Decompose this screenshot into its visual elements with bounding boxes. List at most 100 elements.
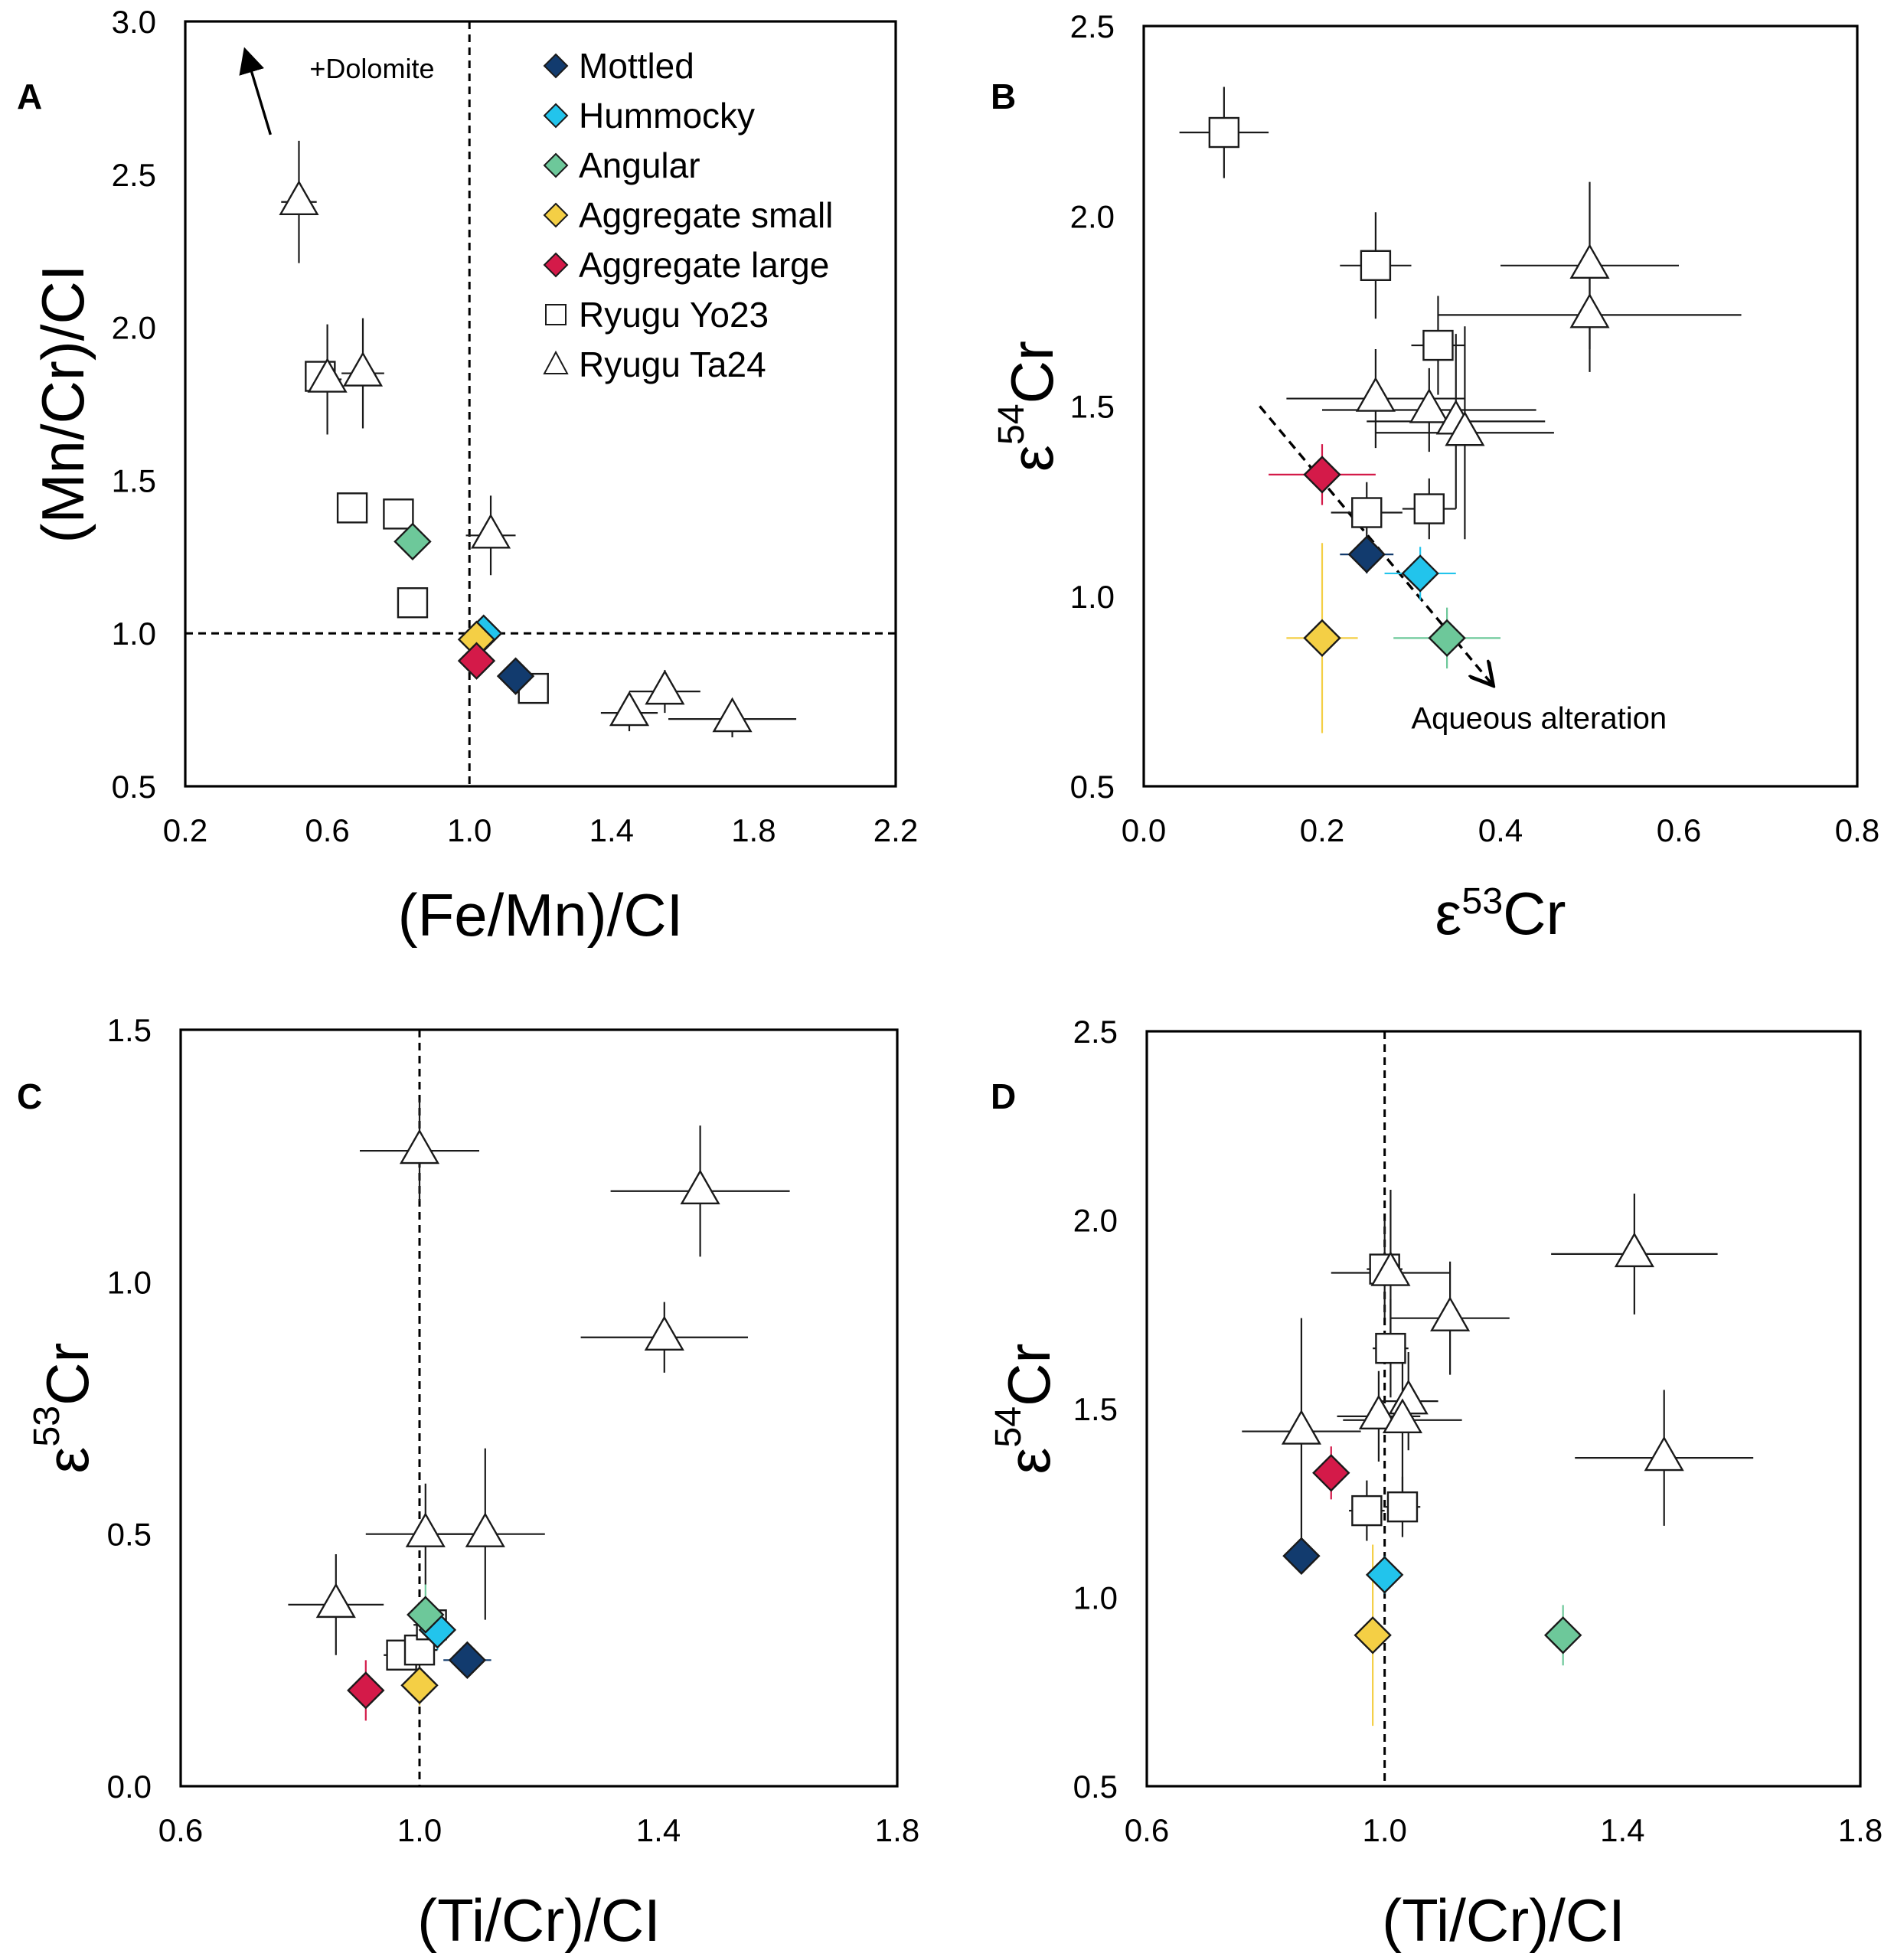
series-mottled xyxy=(448,1641,487,1680)
x-tick-label: 1.8 xyxy=(731,812,776,848)
annotation-arrow xyxy=(239,47,272,136)
ryugu-yo23-point xyxy=(1360,250,1392,281)
hummocky-point xyxy=(1365,1556,1404,1594)
y-tick-label: 2.0 xyxy=(1070,198,1115,234)
series-angular xyxy=(1428,619,1466,658)
aggregate-small-point xyxy=(1303,619,1341,658)
aggregate-large-point xyxy=(1303,456,1341,494)
ryugu-yo23-point xyxy=(1208,116,1240,149)
ryugu-ta24-point xyxy=(279,180,319,215)
panel-letter: A xyxy=(17,77,42,116)
plot-frame xyxy=(184,20,897,788)
panel-b: 0.0 0.2 0.4 0.6 0.8 0.5 1.0 1.5 2.0 2.5 ε53Cr ε54Cr… xyxy=(991,8,1879,947)
x-tick-label: 0.6 xyxy=(305,812,349,848)
legend-marker xyxy=(543,252,569,278)
series-aggregate-small xyxy=(1303,619,1341,658)
ryugu-ta24-point xyxy=(645,669,685,705)
mottled-point xyxy=(1347,535,1386,573)
y-tick-label: 2.5 xyxy=(1070,8,1115,44)
legend-item-hummocky: Hummocky xyxy=(543,96,755,136)
aggregate-small-point xyxy=(1354,1616,1392,1655)
x-tick-label: 1.4 xyxy=(589,812,634,848)
x-tick-label: 0.2 xyxy=(1300,812,1344,848)
ryugu-ta24-point xyxy=(399,1129,440,1165)
ryugu-ta24-point xyxy=(1569,292,1610,328)
error-bars xyxy=(1242,1190,1754,1726)
y-axis-title: ε54Cr xyxy=(991,341,1066,472)
x-tick-label: 1.4 xyxy=(636,1812,681,1848)
legend-marker xyxy=(543,202,569,228)
angular-point xyxy=(407,1596,445,1634)
y-tick-label: 0.5 xyxy=(107,1517,152,1553)
ryugu-ta24-point xyxy=(1382,1398,1423,1433)
ryugu-yo23-point xyxy=(336,492,368,524)
hummocky-point xyxy=(1401,554,1439,593)
y-tick-label: 2.0 xyxy=(1073,1203,1118,1239)
ryugu-ta24-point xyxy=(307,358,348,393)
mottled-point xyxy=(448,1641,487,1680)
x-tick-label: 0.8 xyxy=(1835,812,1879,848)
series-aggregate-large xyxy=(1303,456,1341,494)
series-aggregate-small xyxy=(1354,1616,1392,1655)
ryugu-ta24-point xyxy=(1614,1232,1654,1268)
y-axis-title: ε53Cr xyxy=(26,1343,101,1474)
angular-point xyxy=(1428,619,1466,658)
ryugu-ta24-point xyxy=(342,351,384,387)
y-tick-label: 1.0 xyxy=(107,1264,152,1300)
panel-c: 0.6 1.0 1.4 1.8 0.0 0.5 1.0 1.5 (Ti/Cr)/CI ε53Cr C xyxy=(17,1012,919,1954)
legend-label: Aggregate small xyxy=(579,195,833,235)
series-angular xyxy=(1543,1616,1582,1655)
panel-letter: B xyxy=(991,77,1016,116)
ryugu-yo23-point xyxy=(1375,1332,1406,1364)
x-tick-label: 0.0 xyxy=(1122,812,1166,848)
series-hummocky xyxy=(1401,554,1439,593)
aggregate-large-point xyxy=(1312,1454,1350,1492)
series-aggregate-large xyxy=(457,642,496,680)
legend-label: Aggregate large xyxy=(579,245,829,285)
ryugu-ta24-point xyxy=(405,1512,446,1547)
ryugu-ta24-point xyxy=(1388,1379,1429,1415)
error-bars xyxy=(288,1100,790,1721)
x-axis-title: (Fe/Mn)/CI xyxy=(398,881,684,949)
ryugu-ta24-point xyxy=(1569,243,1610,279)
aggregate-small-point xyxy=(400,1666,439,1704)
legend-marker xyxy=(543,350,569,374)
ryugu-ta24-point xyxy=(1430,1296,1471,1331)
x-tick-label: 0.6 xyxy=(1657,812,1701,848)
y-tick-label: 1.5 xyxy=(112,462,156,498)
x-tick-label: 1.0 xyxy=(1362,1812,1406,1848)
series-aggregate-large xyxy=(347,1671,385,1710)
series-mottled xyxy=(1282,1537,1321,1575)
series-mottled xyxy=(1347,535,1386,573)
aggregate-large-point xyxy=(457,642,496,680)
ryugu-ta24-point xyxy=(1370,1251,1411,1286)
ryugu-ta24-point xyxy=(644,1315,684,1351)
y-tick-label: 2.5 xyxy=(112,157,156,193)
series-ryugu-yo23 xyxy=(1208,116,1454,528)
x-tick-label: 2.2 xyxy=(874,812,918,848)
ryugu-yo23-point xyxy=(383,498,414,530)
ryugu-yo23-point xyxy=(397,587,429,619)
ryugu-ta24-point xyxy=(712,697,753,733)
y-axis-title: ε54Cr xyxy=(988,1344,1063,1475)
series-aggregate-small xyxy=(400,1666,439,1704)
legend-label: Mottled xyxy=(579,46,694,86)
legend-label: Hummocky xyxy=(579,96,755,136)
legend-marker xyxy=(543,152,569,178)
legend-item-mottled: Mottled xyxy=(543,46,694,86)
ryugu-yo23-point xyxy=(1351,497,1383,528)
legend-item-ryugu-yo23: Ryugu Yo23 xyxy=(545,295,769,335)
ryugu-ta24-point xyxy=(470,513,511,549)
x-axis-title: (Ti/Cr)/CI xyxy=(417,1886,661,1954)
ryugu-ta24-point xyxy=(680,1169,720,1204)
legend-marker xyxy=(543,53,569,79)
y-tick-label: 1.0 xyxy=(1073,1580,1118,1616)
legend-label: Ryugu Ta24 xyxy=(579,345,766,384)
y-axis-title: (Mn/Cr)/CI xyxy=(29,265,96,544)
plot-frame xyxy=(1145,1030,1862,1788)
ryugu-yo23-point xyxy=(1351,1494,1383,1527)
panel-letter: C xyxy=(17,1076,42,1116)
ryugu-yo23-point xyxy=(1413,493,1445,524)
legend: Mottled Hummocky Angular Aggregate small Agg… xyxy=(543,46,833,384)
ryugu-ta24-point xyxy=(1644,1436,1684,1472)
